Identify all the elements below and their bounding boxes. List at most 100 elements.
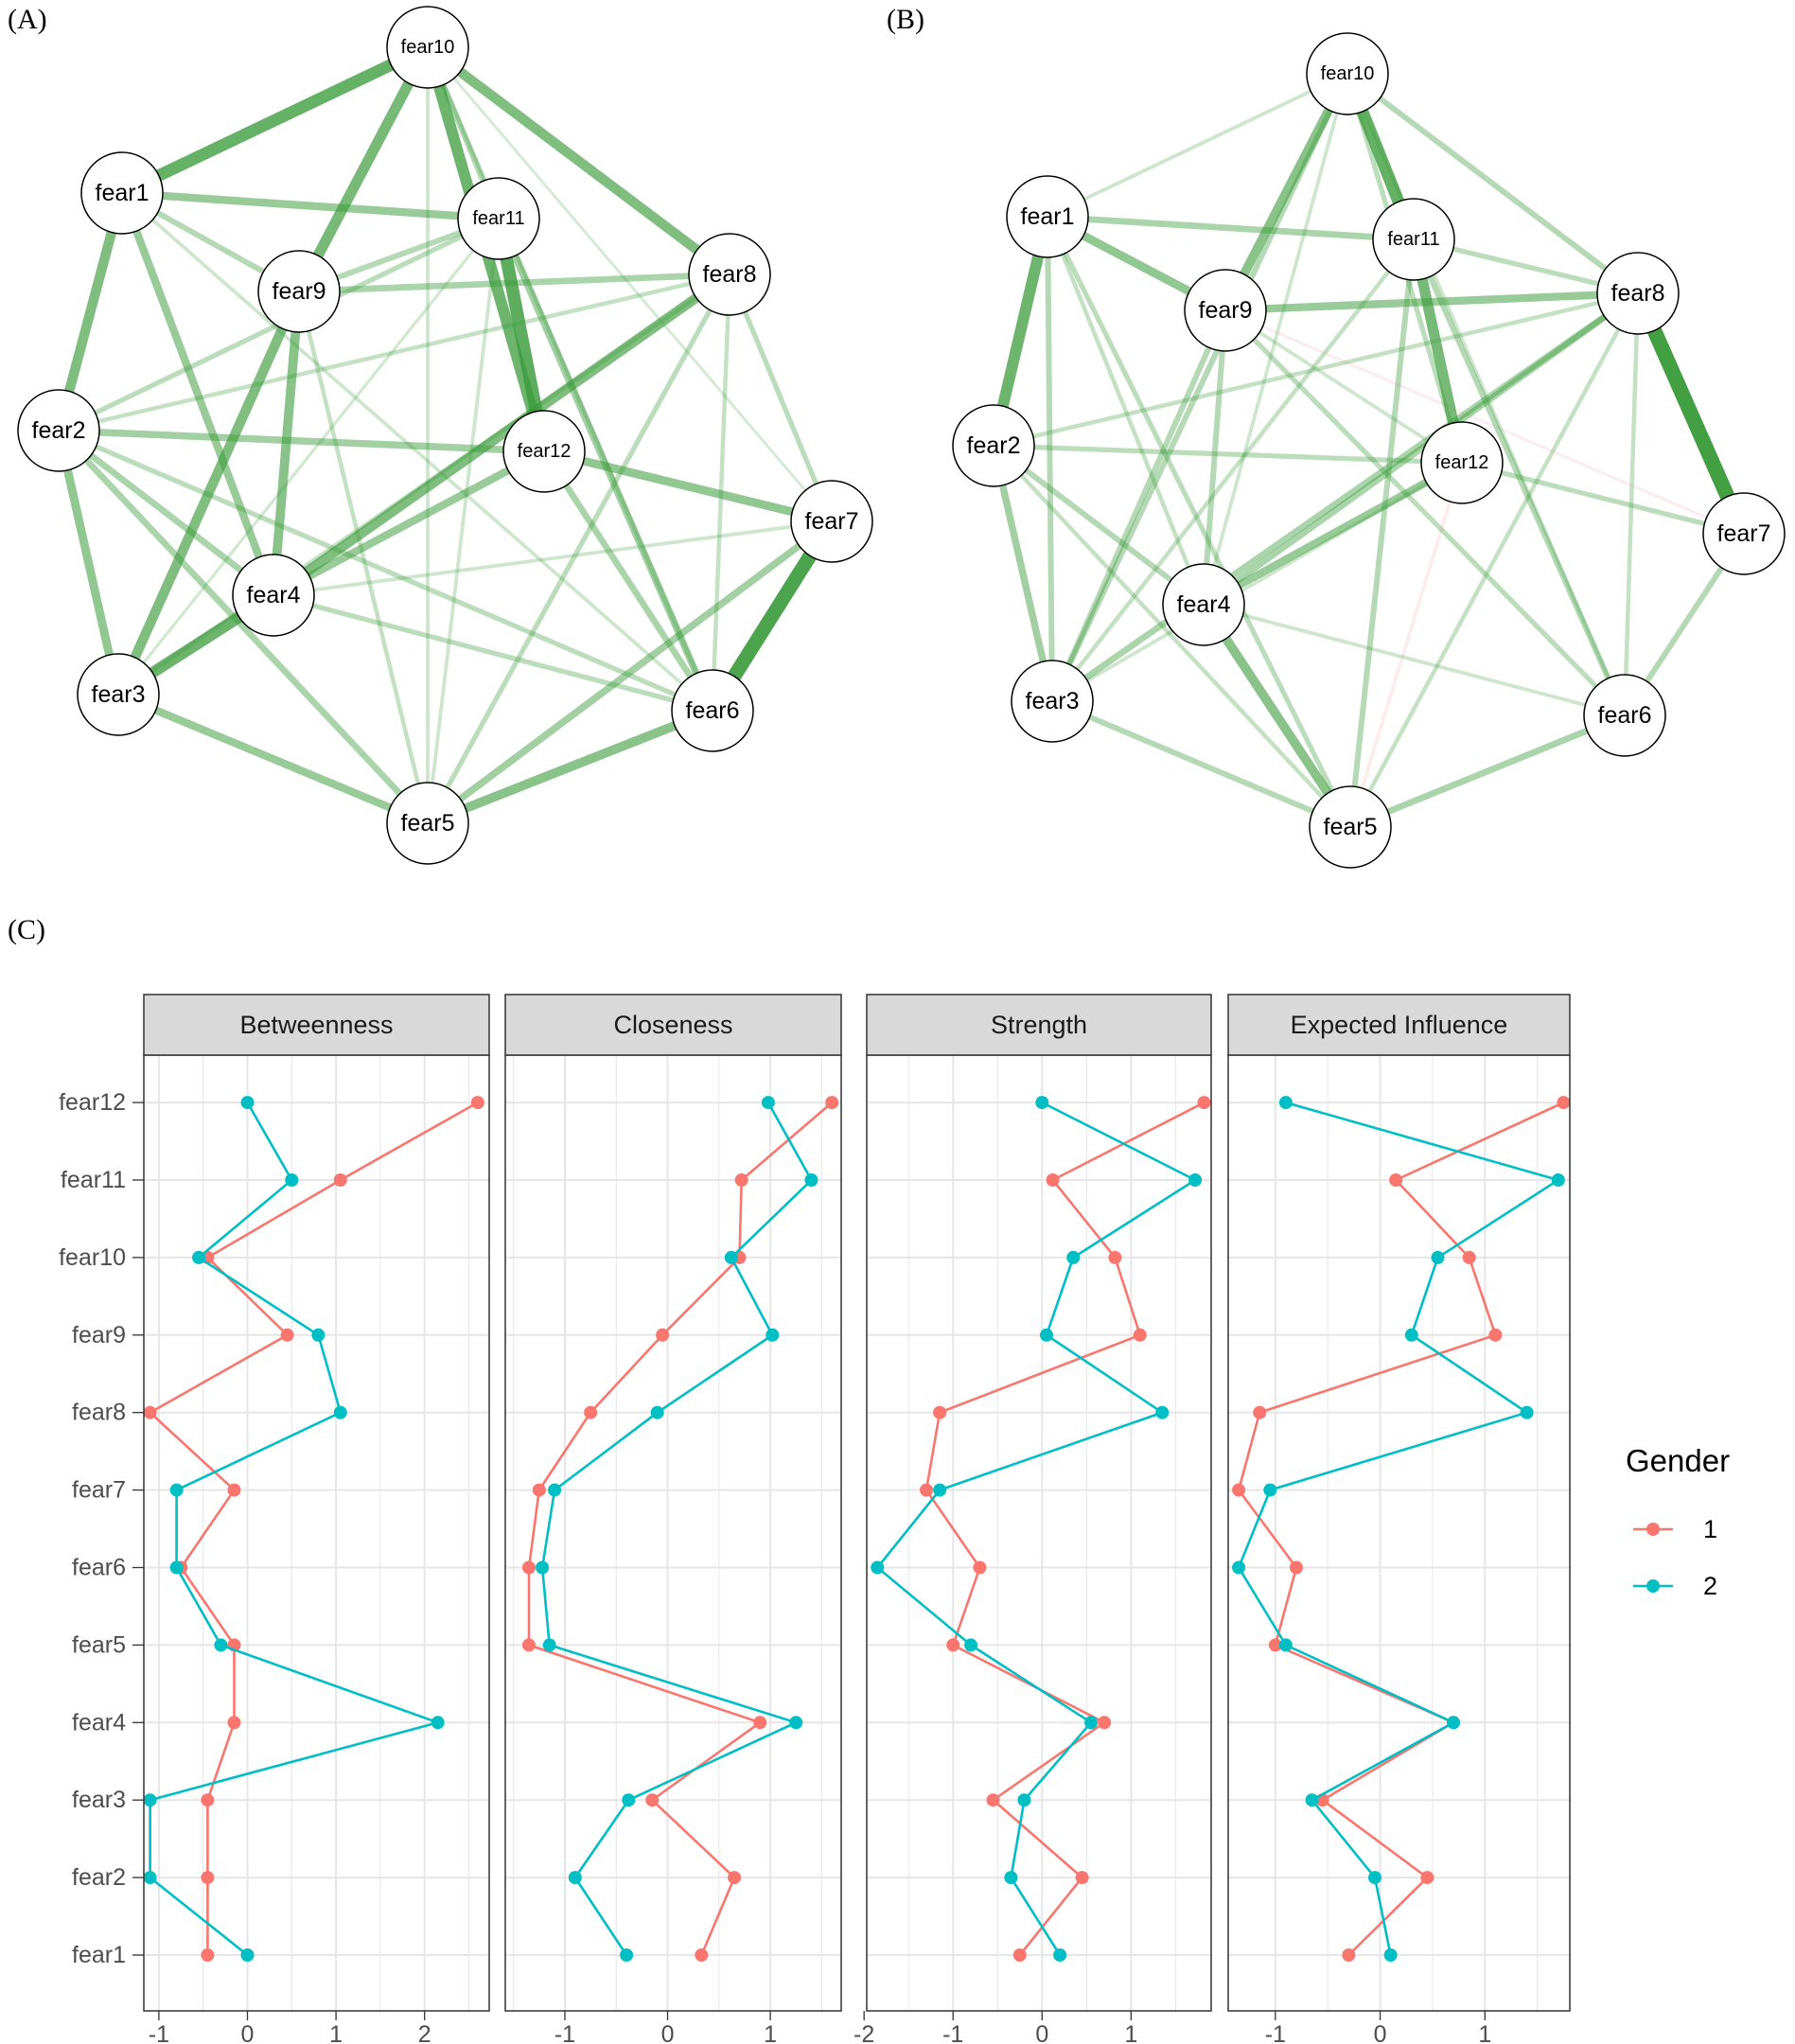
edge-fear12-fear7 [542, 447, 834, 526]
edge-fear4-fear5 [1199, 602, 1355, 830]
y-tick-label: fear4 [72, 1709, 126, 1736]
data-point [728, 1871, 742, 1885]
x-tick-label: -1 [1265, 2021, 1286, 2044]
nodes: fear1 fear2 fear3 fear4 fear5 fear6 fear7 fear8… [952, 32, 1786, 869]
edge-fear9-fear7 [1224, 308, 1745, 536]
x-tick-label: 2 [418, 2021, 431, 2044]
node-circle [1184, 269, 1267, 352]
node-circle [1162, 563, 1245, 646]
edge-fear11-fear5 [426, 218, 501, 824]
data-point [1289, 1560, 1303, 1575]
node-circle [77, 653, 160, 736]
data-point [1133, 1328, 1147, 1342]
edge-fear11-fear5 [1347, 238, 1417, 828]
data-point [1066, 1250, 1081, 1264]
edges [53, 42, 838, 828]
panel-label-c: (C) [8, 914, 45, 945]
node-label: fear5 [401, 810, 455, 837]
edge-fear10-fear9 [294, 44, 432, 294]
data-point [1278, 1096, 1293, 1110]
node-circle [1006, 175, 1089, 258]
facet-strip [1227, 994, 1571, 1056]
edge-fear11-fear6 [1411, 238, 1628, 717]
data-point [542, 1638, 556, 1652]
data-point [568, 1871, 582, 1885]
data-point [280, 1328, 294, 1342]
node-circle [952, 404, 1035, 487]
node-fear2: fear2 [952, 404, 1035, 487]
node-fear4: fear4 [232, 554, 315, 637]
edge-fear5-fear6 [426, 706, 714, 828]
data-point [973, 1560, 987, 1575]
edge-fear8-fear5 [425, 273, 732, 825]
data-point [620, 1948, 634, 1962]
data-point [548, 1483, 562, 1497]
data-point [1404, 1328, 1418, 1342]
series-2 [536, 1096, 818, 1962]
edge-fear2-fear5 [56, 428, 431, 826]
x-tick-label: 1 [1124, 2021, 1137, 2044]
data-point [1447, 1716, 1461, 1730]
data-point [933, 1405, 947, 1419]
node-circle [1420, 421, 1504, 504]
data-point [1462, 1250, 1476, 1264]
data-point [724, 1250, 738, 1264]
y-tick-label: fear5 [72, 1631, 126, 1658]
node-circle [1596, 252, 1680, 335]
edge-fear8-fear5 [1348, 291, 1640, 829]
network-a: fear1 fear2 fear3 fear4 fear5 fear6 fear7 fear8… [17, 6, 873, 865]
series-line [1237, 1101, 1561, 1956]
node-label: fear8 [1611, 280, 1665, 307]
edge-fear1-fear3 [1045, 216, 1055, 702]
data-point [1551, 1173, 1565, 1187]
node-circle [457, 177, 540, 260]
data-point [201, 1793, 215, 1807]
node-fear10: fear10 [1306, 32, 1389, 115]
legend-label: 2 [1703, 1572, 1717, 1600]
edge-fear1-fear11 [121, 188, 500, 223]
edge-fear10-fear8 [424, 43, 733, 279]
data-point [964, 1638, 978, 1652]
edge-fear10-fear7 [426, 46, 834, 522]
data-point [521, 1638, 536, 1652]
series-2 [1232, 1096, 1565, 1962]
edge-fear5-fear6 [1348, 712, 1627, 831]
data-point [214, 1638, 228, 1652]
node-fear10: fear10 [386, 6, 469, 89]
data-point [532, 1483, 546, 1497]
series-line [540, 1101, 814, 1956]
node-label: fear10 [1321, 63, 1375, 84]
data-point [761, 1096, 775, 1110]
x-tick-label: -1 [554, 2021, 575, 2044]
panel-background [144, 1055, 489, 2011]
facet-title: Betweenness [239, 1011, 393, 1039]
data-point [285, 1173, 299, 1187]
node-circle [502, 410, 586, 493]
data-point [986, 1793, 1000, 1807]
data-point [1039, 1328, 1053, 1342]
centrality-plot: fear1 fear2 fear3 fear4 fear5 fear6 fear7 fear8… [59, 994, 1571, 2044]
x-tick-label: -2 [854, 2021, 874, 2044]
data-point [933, 1483, 947, 1497]
facet-closeness: Closeness -1 0 1 [504, 994, 842, 2044]
edge-fear2-fear12 [993, 443, 1463, 466]
node-label: fear6 [686, 697, 740, 724]
node-label: fear3 [92, 681, 146, 708]
node-fear5: fear5 [1309, 785, 1392, 869]
edge-fear9-fear5 [296, 291, 431, 824]
y-tick-label: fear9 [72, 1322, 126, 1348]
x-tick-label: -1 [942, 2021, 963, 2044]
y-tick-label: fear11 [61, 1167, 126, 1193]
data-point [521, 1560, 536, 1575]
edge-fear2-fear3 [54, 430, 123, 696]
data-point [1263, 1483, 1277, 1497]
edge-fear2-fear8 [993, 291, 1639, 449]
data-point [1108, 1250, 1122, 1264]
data-point [333, 1173, 347, 1187]
edge-fear8-fear4 [270, 270, 733, 600]
legend-key-point [1646, 1579, 1660, 1593]
facet-strip [143, 994, 490, 1056]
data-point [871, 1560, 885, 1575]
edges [988, 71, 1751, 831]
data-point [1420, 1871, 1434, 1885]
